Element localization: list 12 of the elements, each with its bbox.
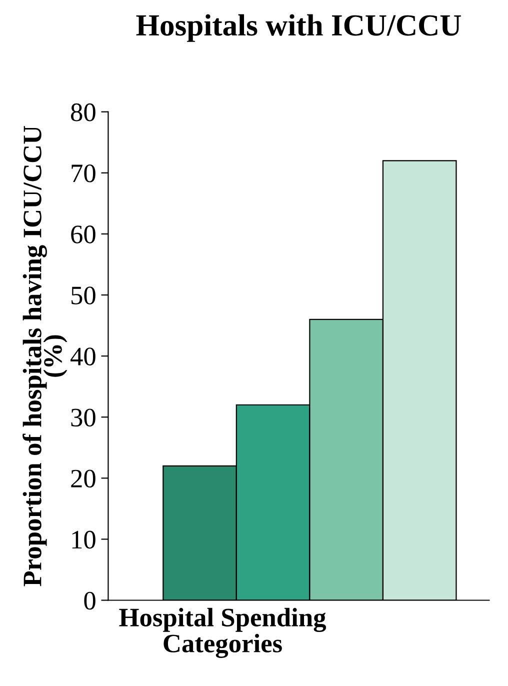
y-tick-label: 20 [71, 470, 96, 488]
x-axis-title: Hospital Spending Categories [119, 608, 326, 658]
chart-title: Hospitals with ICU/CCU [136, 14, 461, 42]
y-tick-label: 80 [71, 103, 96, 122]
y-axis-title: Proportion of hospitals having ICU/CCU (%) [22, 126, 68, 586]
y-tick-label: 60 [71, 226, 96, 244]
y-tick-label: 50 [72, 286, 96, 304]
y-tick-label: 0 [84, 592, 96, 610]
y-tick-label: 70 [72, 164, 96, 182]
y-tick-label: 10 [72, 530, 96, 549]
y-tick-label: 30 [71, 408, 96, 427]
y-tick-label: 40 [70, 348, 96, 366]
